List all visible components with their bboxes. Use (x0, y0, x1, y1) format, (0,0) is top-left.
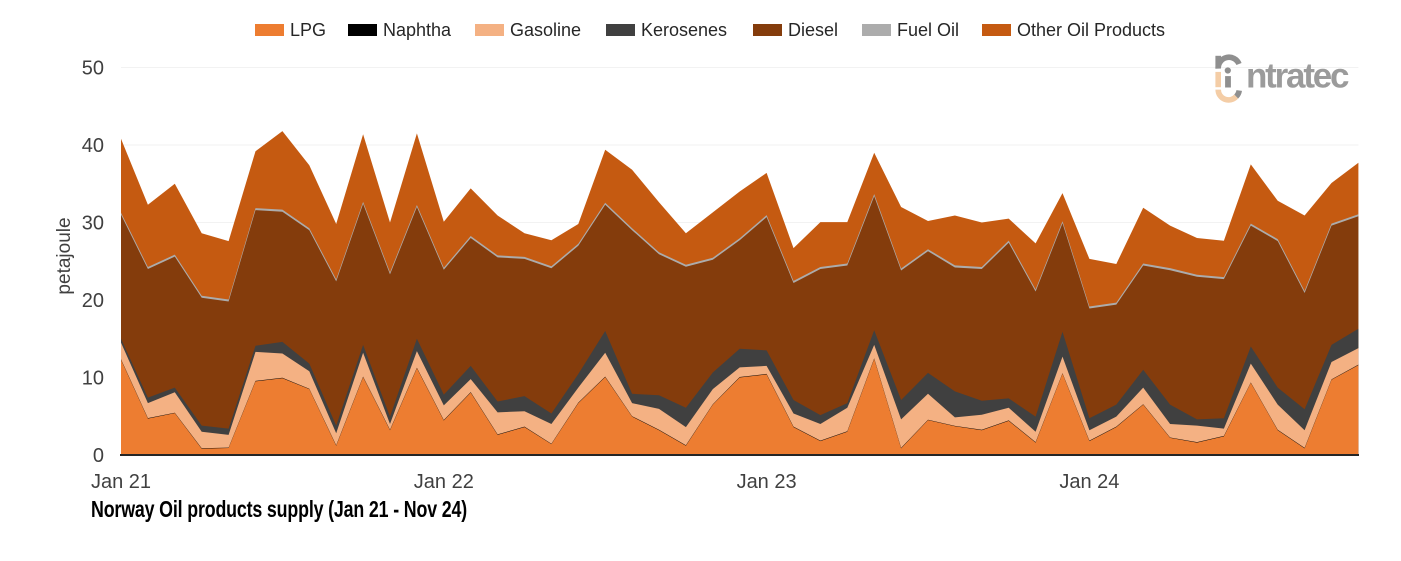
svg-text:20: 20 (82, 290, 104, 312)
svg-text:petajoule: petajoule (54, 217, 75, 294)
svg-text:10: 10 (82, 368, 104, 390)
svg-text:ntratec: ntratec (1246, 57, 1349, 96)
svg-text:Gasoline: Gasoline (510, 20, 581, 40)
svg-text:30: 30 (82, 213, 104, 235)
svg-text:Jan 21: Jan 21 (91, 471, 151, 493)
svg-text:Jan 22: Jan 22 (414, 471, 474, 493)
svg-text:Fuel Oil: Fuel Oil (897, 20, 959, 40)
svg-text:40: 40 (82, 135, 104, 157)
svg-text:Norway Oil products supply (Ja: Norway Oil products supply (Jan 21 - Nov… (91, 496, 467, 522)
svg-text:LPG: LPG (290, 20, 326, 40)
svg-text:Kerosenes: Kerosenes (641, 20, 727, 40)
svg-text:Naphtha: Naphtha (383, 20, 452, 40)
svg-text:Other Oil Products: Other Oil Products (1017, 20, 1165, 40)
svg-text:Diesel: Diesel (788, 20, 838, 40)
svg-text:0: 0 (93, 445, 104, 467)
svg-text:Jan 23: Jan 23 (737, 471, 797, 493)
svg-text:50: 50 (82, 58, 104, 80)
svg-text:Jan 24: Jan 24 (1059, 471, 1119, 493)
